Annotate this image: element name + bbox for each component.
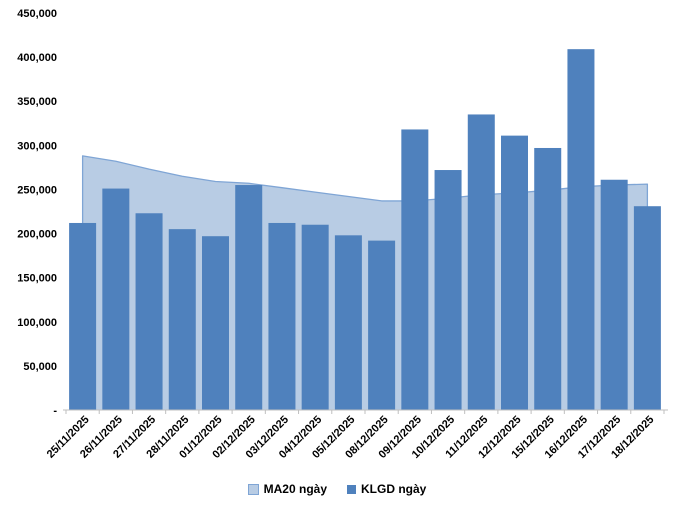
volume-bar xyxy=(235,185,263,410)
volume-bar xyxy=(268,222,296,410)
y-axis-tick-label: - xyxy=(53,405,57,417)
y-axis-tick-label: 50,000 xyxy=(23,361,57,373)
volume-bar xyxy=(368,240,396,410)
volume-bar xyxy=(534,147,562,411)
volume-bar xyxy=(600,179,628,410)
volume-bar xyxy=(102,188,130,410)
volume-bar xyxy=(301,224,329,410)
y-axis-tick-label: 150,000 xyxy=(17,273,57,285)
volume-bar xyxy=(135,213,163,410)
volume-bar xyxy=(334,235,362,410)
y-axis-tick-label: 100,000 xyxy=(17,317,57,329)
ma20-legend-swatch xyxy=(247,483,259,495)
volume-bar xyxy=(168,229,196,410)
volume-bar xyxy=(567,49,595,410)
y-axis-tick-label: 250,000 xyxy=(17,184,57,196)
y-axis-tick-label: 450,000 xyxy=(17,8,57,20)
klgd-legend-swatch xyxy=(347,484,356,494)
volume-bar xyxy=(501,135,528,410)
volume-bar xyxy=(633,206,661,410)
volume-bar xyxy=(202,236,229,410)
volume-bar xyxy=(69,222,97,410)
legend-item-klgd: KLGD ngày xyxy=(347,482,426,496)
y-axis-tick-label: 300,000 xyxy=(17,140,57,152)
klgd-legend-label: KLGD ngày xyxy=(361,482,427,496)
legend-item-ma20: MA20 ngày xyxy=(247,482,327,496)
volume-bar xyxy=(467,114,495,410)
volume-bar xyxy=(434,170,462,410)
y-axis-tick-label: 350,000 xyxy=(17,96,57,108)
ma20-area xyxy=(82,155,648,410)
ma20-legend-label: MA20 ngày xyxy=(263,482,327,496)
volume-bar xyxy=(401,129,429,410)
y-axis-tick-label: 200,000 xyxy=(17,229,57,241)
chart-legend: MA20 ngày KLGD ngày xyxy=(0,479,674,499)
y-axis-tick-label: 400,000 xyxy=(17,52,57,64)
